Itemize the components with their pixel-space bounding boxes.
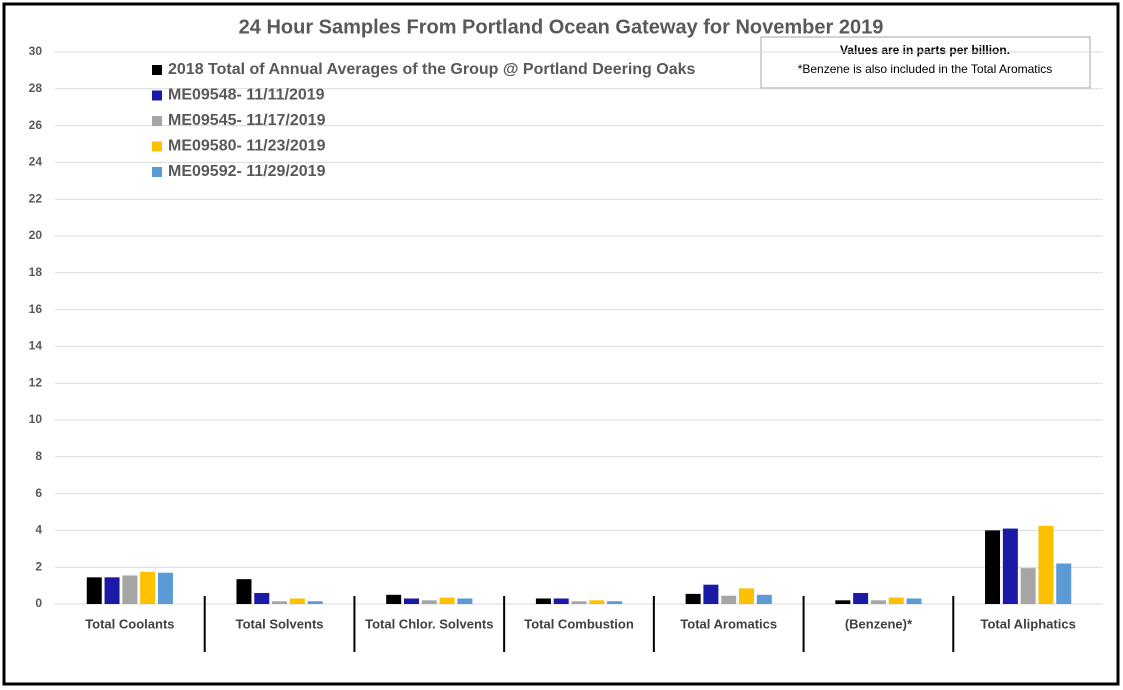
bar [289, 598, 305, 604]
y-tick-label: 12 [29, 375, 43, 389]
bar [86, 577, 102, 604]
chart-title: 24 Hour Samples From Portland Ocean Gate… [239, 16, 884, 38]
x-tick-label: Total Aliphatics [980, 616, 1075, 631]
bar [906, 598, 922, 604]
y-tick-label: 2 [35, 559, 42, 573]
bar [589, 600, 605, 604]
bar [535, 598, 551, 604]
bar [272, 601, 288, 604]
x-tick-label: (Benzene)* [845, 616, 913, 631]
bar [236, 579, 252, 604]
bar [457, 598, 473, 604]
bar [721, 595, 737, 604]
y-tick-label: 0 [35, 596, 42, 610]
bar [421, 600, 437, 604]
y-tick-label: 26 [29, 118, 43, 132]
legend-label: ME09592- 11/29/2019 [168, 163, 326, 180]
bar [985, 530, 1001, 604]
bar [703, 584, 719, 604]
x-tick-label: Total Coolants [85, 616, 174, 631]
legend-swatch [152, 167, 162, 177]
bar [386, 594, 402, 604]
y-tick-label: 24 [29, 155, 43, 169]
y-tick-label: 8 [35, 449, 42, 463]
note: Values are in parts per billion. [840, 43, 1010, 57]
legend-label: ME09580- 11/23/2019 [168, 138, 326, 155]
bar [888, 597, 904, 604]
bar [1038, 525, 1054, 604]
bar [835, 600, 851, 604]
bar [553, 598, 569, 604]
legend-label: ME09548- 11/11/2019 [168, 87, 325, 104]
y-tick-label: 30 [29, 44, 43, 58]
x-tick-label: Total Solvents [236, 616, 324, 631]
bar [157, 572, 173, 604]
bar [685, 593, 701, 604]
bar [756, 594, 772, 604]
bar [607, 601, 623, 604]
y-tick-label: 6 [35, 486, 42, 500]
bar [403, 598, 419, 604]
legend-label: 2018 Total of Annual Averages of the Gro… [168, 61, 696, 78]
y-tick-label: 4 [35, 523, 42, 537]
y-tick-label: 18 [29, 265, 43, 279]
bar [254, 592, 270, 604]
bar [870, 600, 886, 604]
y-tick-label: 28 [29, 81, 43, 95]
bar [307, 601, 323, 604]
bar [853, 592, 869, 604]
y-tick-label: 20 [29, 228, 43, 242]
bar [1002, 528, 1018, 604]
bar [104, 577, 120, 604]
y-tick-label: 16 [29, 302, 43, 316]
bar [1020, 568, 1036, 604]
bar [140, 571, 156, 604]
x-tick-label: Total Aromatics [680, 616, 777, 631]
y-tick-label: 22 [29, 191, 43, 205]
x-tick-label: Total Combustion [524, 616, 634, 631]
bar [739, 588, 755, 604]
legend-swatch [152, 65, 162, 75]
y-tick-label: 10 [29, 412, 43, 426]
legend-swatch [152, 90, 162, 101]
bar [122, 575, 138, 604]
bar [571, 601, 587, 604]
legend-label: ME09545- 11/17/2019 [168, 112, 326, 129]
legend-swatch [152, 116, 162, 126]
legend-swatch [152, 141, 162, 152]
note: *Benzene is also included in the Total A… [798, 62, 1053, 76]
y-tick-label: 14 [29, 339, 43, 353]
note-box [760, 36, 1091, 89]
bar [1056, 563, 1072, 604]
bar [439, 597, 455, 604]
x-tick-label: Total Chlor. Solvents [365, 616, 493, 631]
